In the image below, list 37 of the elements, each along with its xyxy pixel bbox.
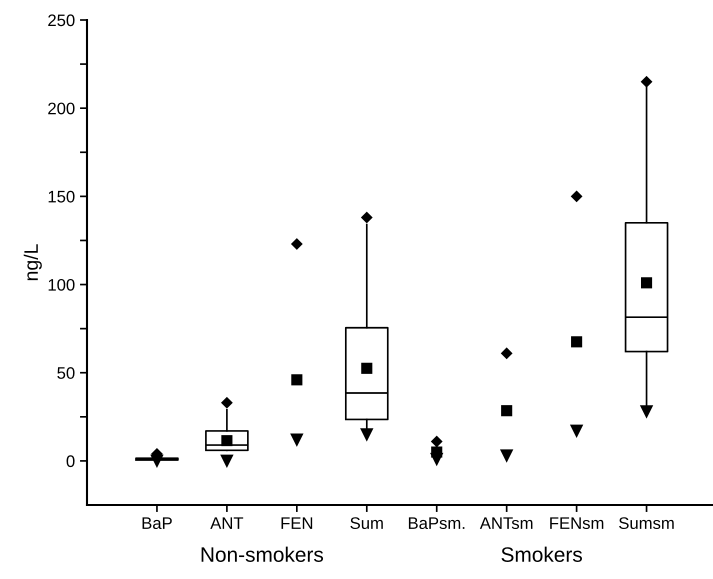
x-tick-label: FENsm	[550, 517, 604, 530]
point	[361, 362, 372, 374]
y-axis-title: ng/L	[24, 244, 42, 280]
y-tick-label: 0	[66, 455, 75, 468]
point	[640, 277, 652, 288]
point	[571, 190, 582, 202]
x-tick-label: ANTsm	[480, 517, 532, 530]
text: Non-smokers	[202, 546, 324, 562]
point	[291, 374, 302, 386]
point	[360, 428, 374, 441]
point	[500, 449, 513, 462]
x-tick-label: Sum	[350, 517, 383, 530]
point	[291, 238, 302, 250]
point	[150, 454, 164, 468]
y-tick-label: 200	[48, 102, 75, 114]
x-tick-label: Sumsm	[619, 517, 674, 530]
x-tick-label: ANT	[210, 517, 244, 529]
point	[220, 454, 234, 468]
point	[290, 433, 304, 446]
x-tick-label: BaP	[142, 517, 172, 530]
point	[640, 76, 652, 88]
point	[430, 452, 443, 466]
point	[361, 212, 372, 224]
y-tick-label: 150	[48, 190, 75, 203]
x-tick-label: BaPsm.	[408, 517, 464, 530]
y-tick-label: 250	[48, 14, 75, 26]
point	[431, 436, 442, 448]
point	[501, 348, 512, 359]
x-tick-label: FEN	[282, 517, 312, 529]
text: Smokers	[501, 546, 582, 562]
y-tick-label: 50	[57, 367, 75, 379]
y-tick-label: 100	[48, 278, 75, 291]
point	[221, 397, 232, 408]
point	[501, 405, 512, 416]
point	[571, 336, 582, 348]
point	[570, 424, 583, 438]
point	[640, 405, 653, 418]
